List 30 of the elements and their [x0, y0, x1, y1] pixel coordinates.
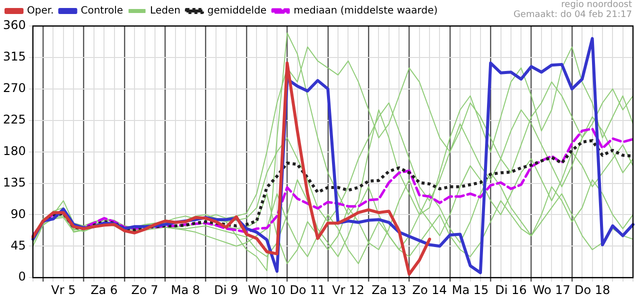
x-tick-label: Zo 14 — [412, 282, 447, 297]
legend-label: Leden — [150, 6, 180, 17]
text: Gemaakt: do 04 feb 21:17 — [513, 10, 632, 20]
y-tick-label: 90 — [10, 206, 26, 221]
x-tick-label: Vr 12 — [332, 282, 364, 297]
x-tick-label: Zo 7 — [131, 282, 158, 297]
y-tick-label: 0 — [18, 270, 26, 284]
x-tick-label: Ma 8 — [170, 282, 200, 297]
x-tick-label: Do 11 — [290, 282, 326, 297]
x-tick-label: Vr 5 — [51, 282, 76, 297]
x-tick-label: Wo 10 — [248, 282, 286, 297]
y-tick-label: 360 — [3, 18, 26, 32]
y-tick-label: 315 — [3, 50, 26, 64]
y-tick-label: 180 — [3, 144, 26, 158]
y-tick-label: 135 — [3, 175, 26, 190]
legend-label: Controle — [80, 6, 124, 17]
x-tick-label: Za 13 — [372, 282, 406, 297]
x-tick-label: Di 9 — [214, 282, 238, 297]
y-tick-label: 45 — [10, 238, 26, 252]
y-tick-label: 270 — [3, 81, 26, 96]
legend-label: Oper. — [27, 6, 54, 17]
x-tick-label: Ma 15 — [452, 282, 489, 297]
x-tick-label: Za 6 — [90, 282, 118, 297]
x-tick-label: Di 16 — [495, 282, 527, 297]
legend-label: gemiddelde — [207, 6, 267, 17]
text: regio noordoost — [561, 0, 632, 10]
x-tick-label: Wo 17 — [532, 282, 570, 297]
x-tick-label: Do 18 — [574, 282, 610, 297]
legend-label: mediaan (middelste waarde) — [294, 6, 438, 17]
y-tick-label: 225 — [3, 112, 26, 126]
